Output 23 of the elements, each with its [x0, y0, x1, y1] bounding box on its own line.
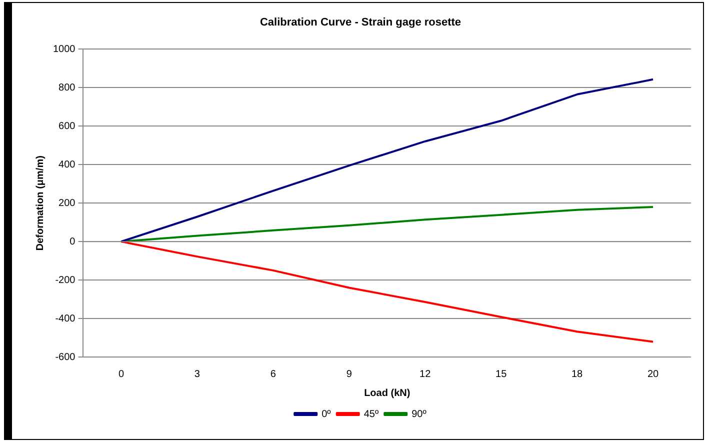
- y-axis-title: Deformation (μm/m): [34, 156, 46, 251]
- x-tick-label: 3: [194, 368, 200, 380]
- chart-title: Calibration Curve - Strain gage rosette: [260, 16, 462, 29]
- x-axis-title: Load (kN): [364, 388, 410, 399]
- legend-label: 90º: [412, 408, 427, 420]
- y-tick-label: -600: [55, 352, 76, 363]
- x-tick-label: 12: [420, 368, 432, 380]
- y-tick-label: 0: [70, 236, 76, 248]
- y-tick-label: -400: [55, 313, 76, 324]
- x-tick-label: 15: [496, 368, 508, 380]
- legend-label: 45º: [364, 408, 379, 420]
- y-tick-label: 800: [58, 82, 76, 94]
- x-tick-label: 20: [647, 368, 660, 380]
- y-tick-label: -200: [55, 274, 76, 286]
- y-tick-label: 600: [58, 120, 76, 132]
- legend-label: 0º: [322, 408, 332, 420]
- y-tick-label: 400: [58, 159, 76, 170]
- x-tick-label: 18: [571, 368, 584, 380]
- x-tick-label: 9: [346, 368, 352, 380]
- y-tick-label: 200: [58, 198, 76, 209]
- y-tick-label: 1000: [52, 44, 76, 55]
- x-tick-label: 0: [118, 368, 124, 380]
- x-tick-label: 6: [270, 368, 276, 380]
